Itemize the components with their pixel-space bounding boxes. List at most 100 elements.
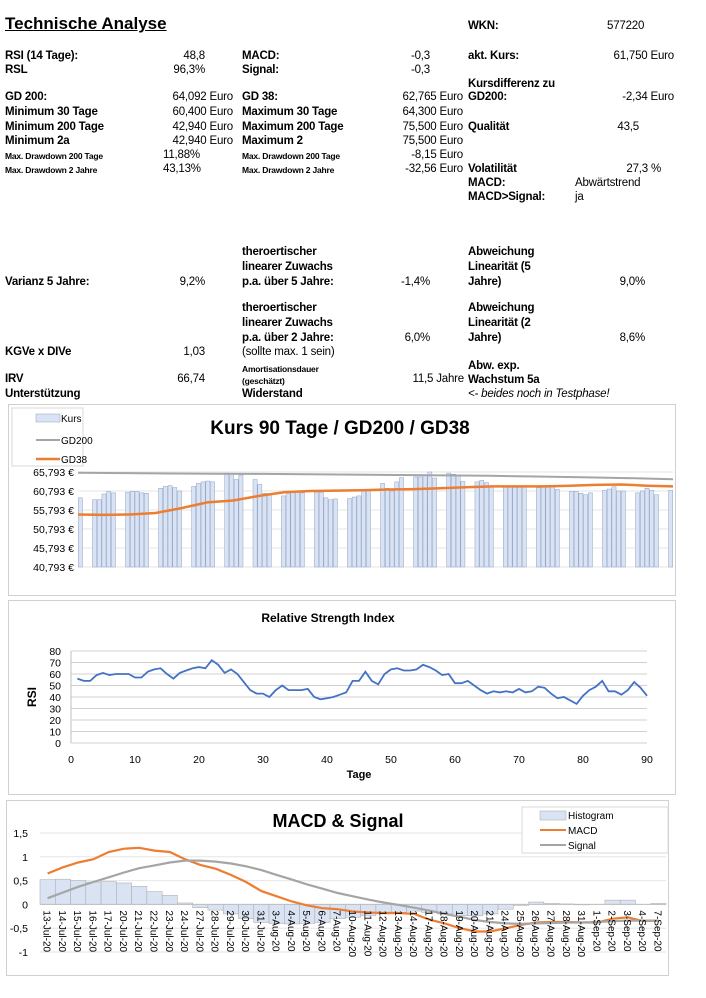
kursdiff-label-2: GD200: [468,91,508,103]
kurs-chart: 40,793 € 45,793 € 50,793 € 55,793 € 60,793 €… [11,407,674,574]
zuwachs2-label-3: p.a. über 2 Jahre: [242,332,334,344]
qualitaet-value: 43,5 [617,121,639,133]
kurs-bar [144,493,149,568]
sollte-note: (sollte max. 1 sein) [242,346,335,358]
x-tick-label: 26-Aug-20 [529,910,540,957]
x-tick-label: 70 [513,754,525,766]
kurs-bar [134,491,140,568]
lin2-label-2: Linearität (2 [468,317,531,329]
x-tick-label: 60 [449,754,461,766]
y-tick-label: 1,5 [13,828,28,840]
max200-value: 75,500 Euro [402,121,464,133]
kurs-bar [281,495,286,568]
y-tick-label: 50 [49,681,61,693]
volatilitaet-label: Volatilität [468,163,517,175]
y-tick-label: 50,793 € [33,524,74,536]
gd200-label: GD 200: [5,91,48,103]
legend-macd-label: MACD [568,826,597,837]
y-tick-label: 30 [49,704,61,716]
kurs-bar [384,488,390,568]
legend-kurs-label: Kurs [61,414,82,425]
x-tick-label: 20-Aug-20 [468,910,479,957]
zuwachs5-label-3: p.a. über 5 Jahre: [242,276,334,288]
min30-label: Minimum 30 Tage [5,106,98,118]
x-tick-label: 20 [193,754,205,766]
x-tick-label: 27-Aug-20 [545,910,556,957]
gd38-value: 62,765 Euro [402,91,464,103]
macd-trend-value: Abwärtstrend [575,177,641,189]
x-tick-label: 21-Aug-20 [483,910,494,957]
y-tick-label: 45,793 € [33,543,74,555]
macd-signal-value: ja [575,191,584,203]
max2-label: Maximum 2 [242,135,303,147]
kurs-bar [295,491,300,568]
kurs-bar [507,486,513,568]
kurs-bar [602,489,607,568]
kurs-bar [644,488,650,568]
histogram-bar [116,882,132,905]
max30-value: 64,300 Euro [402,106,464,118]
irv-value: 66,74 [177,373,205,385]
x-tick-label: 24-Jul-20 [178,910,189,952]
legend-histogram-swatch [539,810,567,821]
kurs-bar [163,486,168,568]
mdd200-euro-label: Max. Drawdown 200 Tage [242,151,340,161]
rsl-value: 96,3% [173,64,205,76]
kurs-bar [262,493,267,568]
y-tick-label: -1 [19,947,28,959]
x-tick-label: 31-Aug-20 [575,910,586,957]
kurs-bar [394,481,400,568]
rsi-line [77,658,648,706]
gd200-line [77,471,674,481]
min2a-label: Minimum 2a [5,135,70,147]
kurs-bar [191,486,197,568]
wkn-value: 577220 [607,20,645,32]
kurs-bar [257,484,263,568]
unterstuetzung-label: Unterstützung [5,388,81,400]
legend-signal-label: Signal [568,841,596,852]
x-tick-label: 13-Jul-20 [41,910,52,952]
histogram-bar [497,904,514,910]
kurs-bar [578,493,584,568]
y-tick-label: 40 [49,692,61,704]
x-tick-label: 90 [641,754,653,766]
x-tick-label: 18-Aug-20 [438,910,449,957]
x-tick-label: 23-Jul-20 [163,910,174,952]
kurs-bar [399,477,404,568]
kurs-bar [573,491,579,568]
y-tick-label: 0,5 [13,876,28,888]
x-tick-label: 50 [385,754,397,766]
kurs-bar [432,477,437,568]
kurs-bar [588,492,593,568]
kurs-bar [299,492,305,568]
x-tick-label: 13-Aug-20 [392,910,403,957]
y-tick-label: 0 [22,899,28,911]
rsi-label: RSI (14 Tage): [5,50,79,62]
kurs-bar [78,497,83,568]
kurs-bar [328,499,333,568]
kurs-bar [111,492,116,568]
min200-label: Minimum 200 Tage [5,121,104,133]
kurs-bar [611,486,617,568]
histogram-bar [85,881,102,905]
x-tick-label: 4-Sep-20 [636,910,647,952]
kurs-bar [545,486,551,568]
kurs-bar [380,483,385,568]
x-tick-label: 3-Aug-20 [270,910,281,952]
x-tick-label: 0 [68,754,74,766]
y-tick-label: 20 [49,715,61,727]
wkn-label: WKN: [468,20,499,32]
kurs-bar [167,485,173,568]
zuwachs5-label-2: linearer Zuwachs [242,261,333,273]
chart-title: Relative Strength Index [261,611,395,625]
y-tick-label: 60 [49,669,61,681]
kursdiff-label-1: Kursdifferenz zu [468,78,555,90]
kurs-bar [229,474,234,568]
signal-label: Signal: [242,64,279,76]
kurs-bar [252,479,258,568]
kurs-bar [621,490,626,568]
x-tick-label: 21-Jul-20 [132,910,143,952]
min200-value: 42,940 Euro [172,121,234,133]
histogram-bar [161,895,178,905]
kurs-bar [536,487,541,568]
